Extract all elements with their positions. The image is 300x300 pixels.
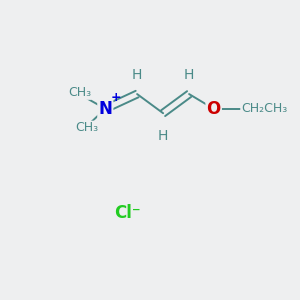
Text: H: H [184,68,194,82]
Text: Cl⁻: Cl⁻ [114,204,140,222]
Text: N: N [98,100,112,118]
Text: CH₂CH₃: CH₂CH₃ [241,102,287,115]
Text: CH₃: CH₃ [68,86,91,99]
Text: +: + [111,91,122,104]
Text: O: O [206,100,221,118]
Text: H: H [132,68,142,82]
Text: H: H [158,129,168,143]
Text: CH₃: CH₃ [75,122,98,134]
